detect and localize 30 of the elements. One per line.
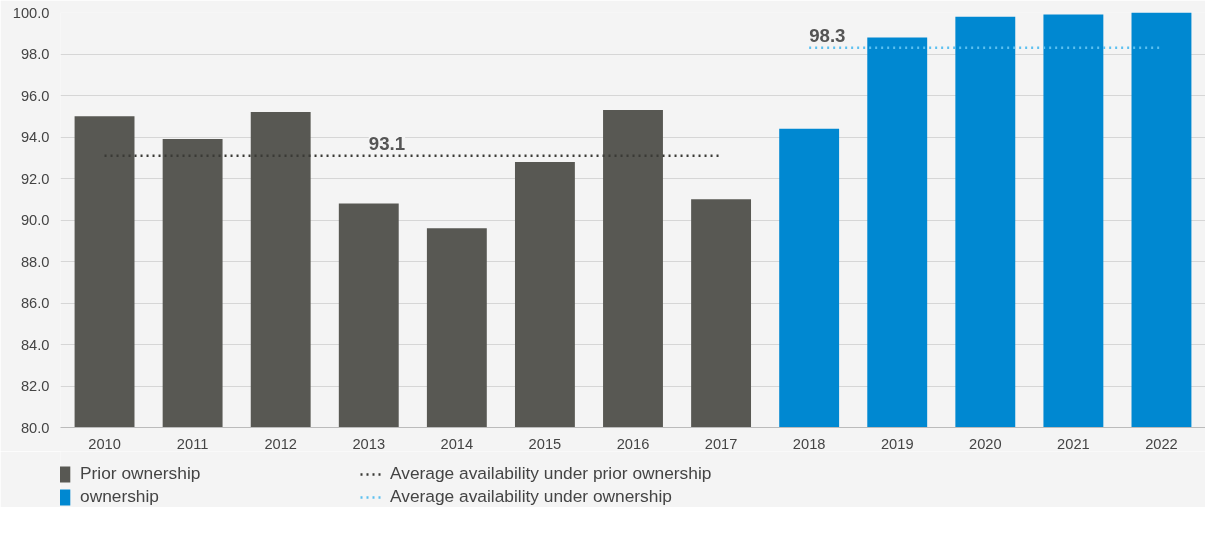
x-tick-label: 2021 xyxy=(1057,435,1090,452)
y-tick-label: 80.0 xyxy=(20,419,50,436)
x-tick-label: 2019 xyxy=(880,435,914,452)
legend-label: Average availability under prior ownership xyxy=(390,463,712,484)
x-tick-label: 2013 xyxy=(352,435,386,452)
y-tick-label: 98.0 xyxy=(20,46,50,62)
legend-label: Prior ownership xyxy=(80,463,201,484)
y-tick-label: 100.0 xyxy=(12,4,50,21)
y-tick-label: 92.0 xyxy=(20,170,50,187)
annotation: 98.3 xyxy=(809,24,846,46)
x-tick-label: 2022 xyxy=(1145,435,1178,452)
y-tick-label: 88.0 xyxy=(20,253,50,270)
x-tick-label: 2015 xyxy=(528,435,562,452)
y-tick-label: 90.0 xyxy=(20,212,50,228)
x-tick-label: 2017 xyxy=(704,435,738,452)
x-tick-label: 2012 xyxy=(264,435,297,452)
annotation: 93.1 xyxy=(368,132,406,154)
y-tick-label: 94.0 xyxy=(20,129,50,145)
x-tick-label: 2014 xyxy=(440,435,474,452)
x-tick-label: 2011 xyxy=(176,435,209,452)
legend-label: ownership xyxy=(80,486,159,507)
x-tick-label: 2018 xyxy=(792,435,826,452)
y-tick-label: 96.0 xyxy=(20,87,50,104)
y-tick-label: 84.0 xyxy=(20,336,50,353)
y-tick-label: 82.0 xyxy=(20,378,50,394)
y-tick-label: 86.0 xyxy=(20,295,50,311)
legend-label: Average availability under ownership xyxy=(390,486,672,507)
x-tick-label: 2010 xyxy=(88,435,121,452)
x-tick-label: 2016 xyxy=(616,435,650,452)
x-tick-label: 2020 xyxy=(969,435,1002,452)
